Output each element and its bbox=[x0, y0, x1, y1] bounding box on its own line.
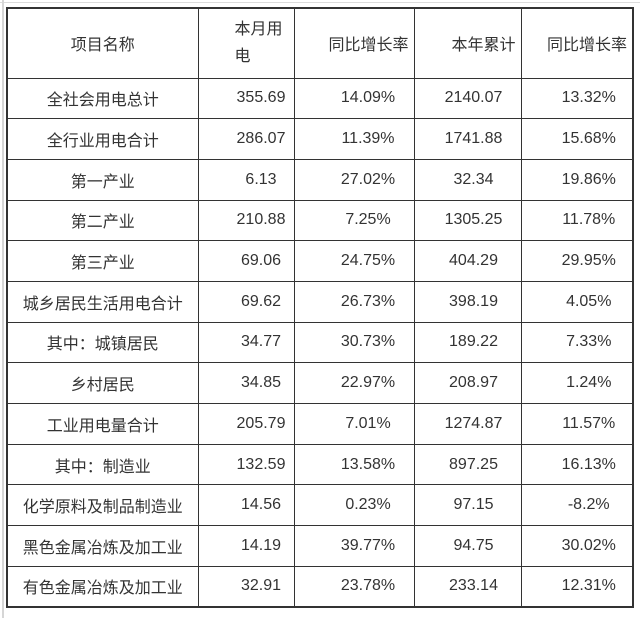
cell-ytd-yoy: 13.32% bbox=[520, 77, 634, 120]
cell-ytd-yoy: 16.13% bbox=[520, 443, 634, 486]
cell-month-usage: 34.85 bbox=[197, 362, 295, 404]
header-cell-project-name: 项目名称 bbox=[6, 7, 199, 79]
cell-project-name: 化学原料及制品制造业 bbox=[6, 484, 199, 527]
cell-month-yoy: 14.09% bbox=[293, 77, 415, 120]
cell-month-yoy: 39.77% bbox=[293, 525, 415, 567]
cell-month-yoy: 22.97% bbox=[293, 362, 415, 404]
cell-ytd-yoy: 4.05% bbox=[520, 280, 634, 323]
table-row: 第三产业 69.06 24.75% 404.29 29.95% bbox=[6, 240, 634, 282]
cell-ytd-total: 1274.87 bbox=[413, 403, 522, 445]
cell-ytd-yoy: 11.57% bbox=[520, 403, 634, 445]
cell-month-yoy: 30.73% bbox=[293, 321, 415, 364]
cell-month-usage: 34.77 bbox=[197, 321, 295, 364]
table-row: 全社会用电总计 355.69 14.09% 2140.07 13.32% bbox=[6, 77, 634, 120]
cell-month-usage: 355.69 bbox=[197, 77, 295, 120]
cell-ytd-yoy: 29.95% bbox=[520, 240, 634, 282]
cell-project-name: 其中：制造业 bbox=[6, 443, 199, 486]
header-cell-ytd-total: 本年累计 bbox=[413, 7, 522, 79]
cell-month-usage: 210.88 bbox=[197, 199, 295, 242]
table-row: 工业用电量合计 205.79 7.01% 1274.87 11.57% bbox=[6, 403, 634, 445]
cell-month-usage: 132.59 bbox=[197, 443, 295, 486]
cell-ytd-yoy: -8.2% bbox=[520, 484, 634, 527]
cell-project-name: 第二产业 bbox=[6, 199, 199, 242]
cell-month-usage: 14.19 bbox=[197, 525, 295, 567]
cell-ytd-total: 2140.07 bbox=[413, 77, 522, 120]
cell-ytd-total: 189.22 bbox=[413, 321, 522, 364]
cell-ytd-total: 1741.88 bbox=[413, 118, 522, 160]
electricity-usage-table: 项目名称 本月用电 同比增长率 本年累计 同比增长率 全社会用电总计 355.69… bbox=[6, 7, 634, 608]
cell-ytd-yoy: 12.31% bbox=[520, 565, 634, 608]
cell-ytd-total: 398.19 bbox=[413, 280, 522, 323]
cell-ytd-total: 897.25 bbox=[413, 443, 522, 486]
cell-month-yoy: 11.39% bbox=[293, 118, 415, 160]
cell-month-usage: 14.56 bbox=[197, 484, 295, 527]
table-row: 第一产业 6.13 27.02% 32.34 19.86% bbox=[6, 158, 634, 201]
cell-project-name: 第三产业 bbox=[6, 240, 199, 282]
cell-month-yoy: 26.73% bbox=[293, 280, 415, 323]
table-body: 全社会用电总计 355.69 14.09% 2140.07 13.32% 全行业用电合计 2… bbox=[6, 77, 634, 608]
cell-month-yoy: 27.02% bbox=[293, 158, 415, 201]
electricity-table-container: 项目名称 本月用电 同比增长率 本年累计 同比增长率 全社会用电总计 355.69… bbox=[6, 7, 634, 608]
cell-ytd-total: 404.29 bbox=[413, 240, 522, 282]
cell-project-name: 工业用电量合计 bbox=[6, 403, 199, 445]
header-cell-month-usage: 本月用电 bbox=[197, 7, 295, 79]
cell-ytd-total: 233.14 bbox=[413, 565, 522, 608]
cell-ytd-yoy: 19.86% bbox=[520, 158, 634, 201]
table-row: 其中：城镇居民 34.77 30.73% 189.22 7.33% bbox=[6, 321, 634, 364]
cell-month-yoy: 7.01% bbox=[293, 403, 415, 445]
cell-ytd-yoy: 15.68% bbox=[520, 118, 634, 160]
cell-month-yoy: 23.78% bbox=[293, 565, 415, 608]
page-border-top bbox=[0, 2, 640, 3]
cell-month-yoy: 0.23% bbox=[293, 484, 415, 527]
cell-month-yoy: 24.75% bbox=[293, 240, 415, 282]
cell-ytd-total: 208.97 bbox=[413, 362, 522, 404]
cell-project-name: 乡村居民 bbox=[6, 362, 199, 404]
cell-month-usage: 69.06 bbox=[197, 240, 295, 282]
cell-project-name: 城乡居民生活用电合计 bbox=[6, 280, 199, 323]
cell-ytd-yoy: 30.02% bbox=[520, 525, 634, 567]
cell-project-name: 黑色金属冶炼及加工业 bbox=[6, 525, 199, 567]
cell-month-usage: 6.13 bbox=[197, 158, 295, 201]
cell-month-usage: 69.62 bbox=[197, 280, 295, 323]
cell-ytd-yoy: 1.24% bbox=[520, 362, 634, 404]
header-cell-ytd-yoy: 同比增长率 bbox=[520, 7, 634, 79]
table-row: 黑色金属冶炼及加工业 14.19 39.77% 94.75 30.02% bbox=[6, 525, 634, 567]
header-cell-month-yoy: 同比增长率 bbox=[293, 7, 415, 79]
table-header: 项目名称 本月用电 同比增长率 本年累计 同比增长率 bbox=[6, 7, 634, 79]
header-row: 项目名称 本月用电 同比增长率 本年累计 同比增长率 bbox=[6, 7, 634, 79]
cell-month-usage: 205.79 bbox=[197, 403, 295, 445]
cell-ytd-total: 32.34 bbox=[413, 158, 522, 201]
cell-month-yoy: 7.25% bbox=[293, 199, 415, 242]
table-row: 第二产业 210.88 7.25% 1305.25 11.78% bbox=[6, 199, 634, 242]
cell-project-name: 有色金属冶炼及加工业 bbox=[6, 565, 199, 608]
table-row: 其中：制造业 132.59 13.58% 897.25 16.13% bbox=[6, 443, 634, 486]
cell-month-usage: 286.07 bbox=[197, 118, 295, 160]
cell-project-name: 全行业用电合计 bbox=[6, 118, 199, 160]
page-border-left bbox=[2, 0, 4, 618]
cell-ytd-total: 1305.25 bbox=[413, 199, 522, 242]
table-row: 化学原料及制品制造业 14.56 0.23% 97.15 -8.2% bbox=[6, 484, 634, 527]
table-row: 乡村居民 34.85 22.97% 208.97 1.24% bbox=[6, 362, 634, 404]
table-row: 有色金属冶炼及加工业 32.91 23.78% 233.14 12.31% bbox=[6, 565, 634, 608]
cell-project-name: 第一产业 bbox=[6, 158, 199, 201]
cell-ytd-total: 97.15 bbox=[413, 484, 522, 527]
cell-ytd-yoy: 7.33% bbox=[520, 321, 634, 364]
cell-month-yoy: 13.58% bbox=[293, 443, 415, 486]
cell-ytd-yoy: 11.78% bbox=[520, 199, 634, 242]
cell-project-name: 其中：城镇居民 bbox=[6, 321, 199, 364]
table-row: 城乡居民生活用电合计 69.62 26.73% 398.19 4.05% bbox=[6, 280, 634, 323]
cell-project-name: 全社会用电总计 bbox=[6, 77, 199, 120]
cell-ytd-total: 94.75 bbox=[413, 525, 522, 567]
cell-month-usage: 32.91 bbox=[197, 565, 295, 608]
table-row: 全行业用电合计 286.07 11.39% 1741.88 15.68% bbox=[6, 118, 634, 160]
